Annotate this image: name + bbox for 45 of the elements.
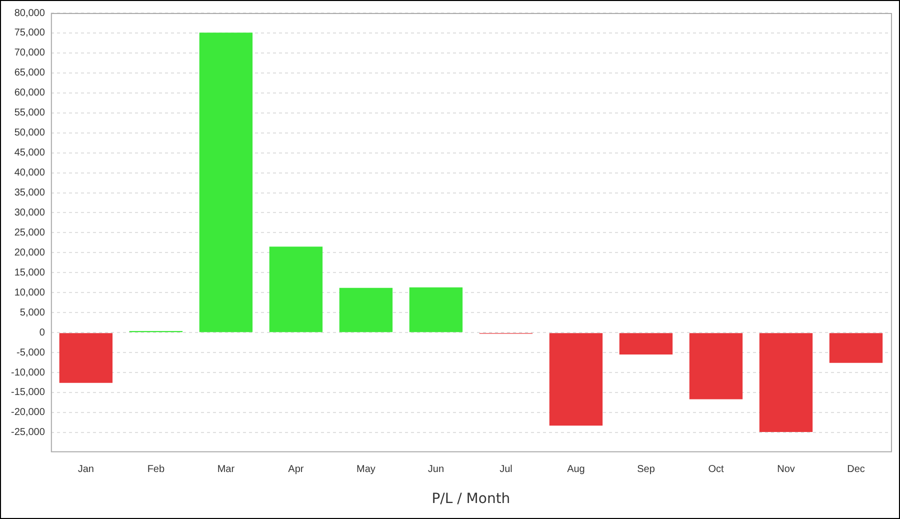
x-tick-label: Nov <box>777 464 795 475</box>
y-tick-label: 45,000 <box>14 148 46 159</box>
bar <box>759 333 813 432</box>
y-tick-label: -5,000 <box>16 347 46 358</box>
bar <box>339 288 393 332</box>
bar <box>409 287 463 332</box>
bar <box>269 246 323 332</box>
x-tick-label: Jul <box>500 464 512 475</box>
y-tick-label: -15,000 <box>10 387 46 398</box>
x-axis-title: P/L / Month <box>432 491 510 508</box>
y-tick-label: 70,000 <box>14 48 46 59</box>
bar <box>199 32 253 332</box>
x-tick-label: May <box>356 464 376 475</box>
y-tick-label: 25,000 <box>14 227 46 238</box>
y-tick-label: 35,000 <box>14 188 46 199</box>
y-tick-label: 75,000 <box>14 28 46 39</box>
y-tick-label: 20,000 <box>14 247 46 258</box>
x-tick-label: Feb <box>147 464 165 475</box>
y-tick-label: -25,000 <box>10 427 46 438</box>
bar <box>689 333 743 400</box>
y-tick-label: 50,000 <box>14 128 46 139</box>
y-tick-label: 60,000 <box>14 88 46 99</box>
y-tick-label: 5,000 <box>20 307 46 318</box>
x-tick-label: Jun <box>428 464 444 475</box>
y-tick-label: 55,000 <box>14 108 46 119</box>
y-tick-label: -20,000 <box>10 407 46 418</box>
bar <box>829 333 883 363</box>
y-tick-label: 40,000 <box>14 168 46 179</box>
x-tick-label: Aug <box>567 464 585 475</box>
x-tick-label: Mar <box>217 464 236 475</box>
y-tick-label: 80,000 <box>14 8 46 19</box>
bar <box>59 333 113 383</box>
x-tick-label: Oct <box>708 464 724 475</box>
x-tick-label: Dec <box>847 464 865 475</box>
x-tick-label: Jan <box>78 464 94 475</box>
y-tick-label: 30,000 <box>14 207 46 218</box>
x-tick-label: Sep <box>637 464 656 475</box>
x-tick-label: Apr <box>288 464 304 475</box>
y-tick-label: -10,000 <box>10 367 46 378</box>
y-tick-label: 0 <box>39 327 46 338</box>
y-tick-label: 65,000 <box>14 68 46 79</box>
bar <box>549 333 603 426</box>
y-tick-label: 10,000 <box>14 287 46 298</box>
bar <box>619 333 673 355</box>
y-tick-label: 15,000 <box>14 267 46 278</box>
